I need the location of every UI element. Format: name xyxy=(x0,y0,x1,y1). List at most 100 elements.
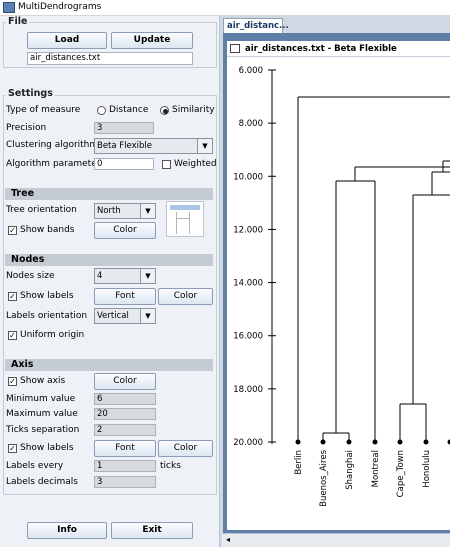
orientation-preview-line xyxy=(189,212,190,234)
dendrogram-plot: 6.000 8.000 10.000 12.000 14.000 16.000 18.000… xyxy=(233,66,450,507)
algorithm-label: Clustering algorithm xyxy=(6,140,99,150)
ticks-separation-field[interactable]: 2 xyxy=(94,424,156,436)
parameter-field[interactable]: 0 xyxy=(94,158,154,170)
title-bar: MultiDendrograms xyxy=(0,0,450,16)
leaf-node xyxy=(320,439,326,445)
orientation-preview-line xyxy=(176,212,177,234)
leaf-node xyxy=(295,439,301,445)
tree-orientation-label: Tree orientation xyxy=(6,205,77,215)
orientation-preview-icon xyxy=(166,201,204,237)
scroll-left-icon[interactable]: ◂ xyxy=(226,535,231,544)
distance-label: Distance xyxy=(109,105,149,115)
chevron-down-icon: ▼ xyxy=(197,139,212,153)
nodes-heading: Nodes xyxy=(5,254,213,266)
window-title: MultiDendrograms xyxy=(18,2,102,12)
labels-every-field[interactable]: 1 xyxy=(94,460,156,472)
window-icon xyxy=(230,44,240,53)
axis-color-button[interactable]: Color xyxy=(94,373,156,390)
axis-show-labels-checkbox[interactable]: ✓ xyxy=(8,444,17,453)
min-value-label: Minimum value xyxy=(6,394,76,404)
nodes-color-button[interactable]: Color xyxy=(158,288,213,305)
tab-air-distances[interactable]: air_distanc... xyxy=(223,18,289,33)
chevron-down-icon: ▼ xyxy=(140,309,155,323)
leaf-label: Honolulu xyxy=(422,450,432,488)
nodes-size-value: 4 xyxy=(97,271,103,281)
nodes-show-labels-label: Show labels xyxy=(20,291,74,301)
filename-field: air_distances.txt xyxy=(27,52,193,65)
similarity-label: Similarity xyxy=(172,105,215,115)
axis-tick-label: 14.000 xyxy=(233,279,263,289)
algorithm-combo[interactable]: Beta Flexible ▼ xyxy=(94,138,213,154)
file-legend: File xyxy=(6,16,30,27)
leaf-node xyxy=(397,439,403,445)
axis-tick-label: 20.000 xyxy=(233,438,263,448)
tree-orientation-combo[interactable]: North ▼ xyxy=(94,203,156,219)
uniform-origin-checkbox[interactable]: ✓ xyxy=(8,331,17,340)
nodes-size-combo[interactable]: 4 ▼ xyxy=(94,268,156,284)
algorithm-value: Beta Flexible xyxy=(97,141,153,151)
parameter-label: Algorithm parameter xyxy=(6,159,101,169)
settings-group xyxy=(3,95,217,495)
axis-font-button[interactable]: Font xyxy=(94,440,156,457)
leaf-label: Shanghai xyxy=(345,450,355,490)
chevron-down-icon: ▼ xyxy=(140,269,155,283)
load-button[interactable]: Load xyxy=(27,32,107,49)
labels-decimals-label: Labels decimals xyxy=(6,477,78,487)
labels-decimals-field[interactable]: 3 xyxy=(94,476,156,488)
axis-heading: Axis xyxy=(5,359,213,371)
leaf-label: Berlin xyxy=(294,450,304,475)
labels-every-label: Labels every xyxy=(6,461,64,471)
labels-orientation-value: Vertical xyxy=(97,311,129,321)
tree-orientation-value: North xyxy=(97,206,121,216)
axis-tick-label: 10.000 xyxy=(233,172,263,182)
update-button[interactable]: Update xyxy=(111,32,193,49)
dendrogram-window-title: air_distances.txt - Beta Flexible xyxy=(245,44,397,54)
exit-button[interactable]: Exit xyxy=(111,522,193,539)
leaf-node-partial xyxy=(447,439,450,445)
precision-label: Precision xyxy=(6,123,47,133)
axis-tick-label: 12.000 xyxy=(233,225,263,235)
precision-field[interactable]: 3 xyxy=(94,122,154,134)
axis-tick-label: 6.000 xyxy=(239,66,263,76)
labels-orientation-combo[interactable]: Vertical ▼ xyxy=(94,308,156,324)
nodes-show-labels-checkbox[interactable]: ✓ xyxy=(8,292,17,301)
horizontal-scrollbar[interactable]: ◂ xyxy=(222,533,450,547)
dendrogram-canvas: 6.000 8.000 10.000 12.000 14.000 16.000 18.000… xyxy=(227,57,450,530)
tree-color-button[interactable]: Color xyxy=(94,222,156,239)
ticks-separation-label: Ticks separation xyxy=(6,425,80,435)
labels-every-unit: ticks xyxy=(160,461,181,471)
axis-tick-label: 8.000 xyxy=(239,119,263,129)
show-axis-checkbox[interactable]: ✓ xyxy=(8,377,17,386)
tree-heading: Tree xyxy=(5,188,213,200)
max-value-label: Maximum value xyxy=(6,409,78,419)
labels-orientation-label: Labels orientation xyxy=(6,311,88,321)
chevron-down-icon: ▼ xyxy=(140,204,155,218)
leaf-label: Montreal xyxy=(371,450,381,487)
measure-label: Type of measure xyxy=(6,105,81,115)
leaf-node xyxy=(346,439,352,445)
settings-legend: Settings xyxy=(6,88,55,99)
show-bands-checkbox[interactable]: ✓ xyxy=(8,226,17,235)
file-group xyxy=(3,22,217,68)
dendrogram-window-titlebar[interactable]: air_distances.txt - Beta Flexible xyxy=(227,41,450,57)
nodes-font-button[interactable]: Font xyxy=(94,288,156,305)
min-value-field[interactable]: 6 xyxy=(94,393,156,405)
leaf-label: Buenos_Aires xyxy=(319,449,329,506)
show-axis-label: Show axis xyxy=(20,376,66,386)
weighted-label: Weighted xyxy=(174,159,217,169)
axis-tick-label: 18.000 xyxy=(233,385,263,395)
uniform-origin-label: Uniform origin xyxy=(20,330,85,340)
info-button[interactable]: Info xyxy=(27,522,107,539)
max-value-field[interactable]: 20 xyxy=(94,408,156,420)
nodes-size-label: Nodes size xyxy=(6,271,55,281)
leaf-node xyxy=(372,439,378,445)
leaf-label: Cape_Town xyxy=(396,450,406,497)
orientation-preview-line xyxy=(176,218,190,219)
similarity-radio[interactable] xyxy=(160,106,169,115)
dendrogram-branches xyxy=(297,96,450,442)
weighted-checkbox[interactable] xyxy=(162,160,171,169)
show-bands-label: Show bands xyxy=(20,225,75,235)
axis-labels-color-button[interactable]: Color xyxy=(158,440,213,457)
leaf-node xyxy=(423,439,429,445)
distance-radio[interactable] xyxy=(97,106,106,115)
